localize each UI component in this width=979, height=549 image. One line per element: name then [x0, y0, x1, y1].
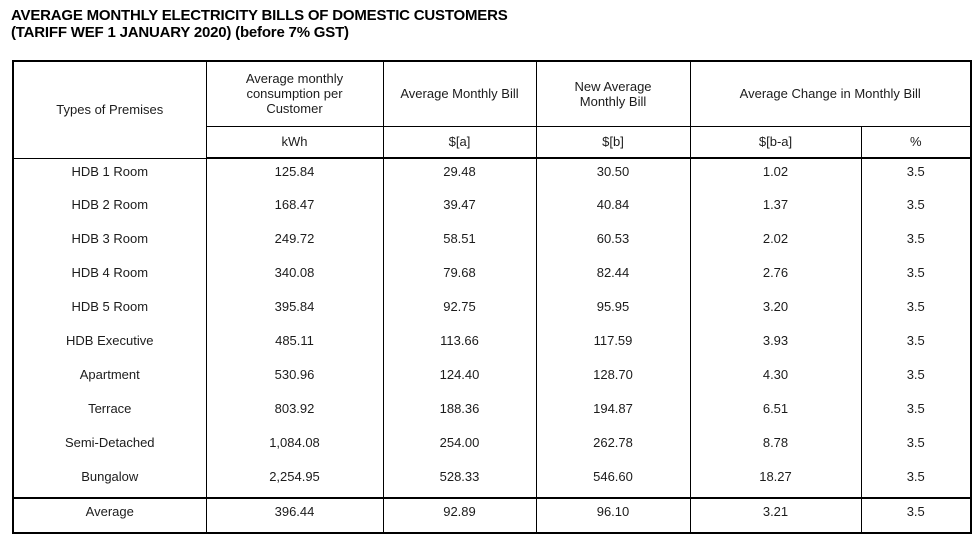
cell-pct: 3.5: [860, 294, 972, 328]
cell-bill-b: 30.50: [535, 158, 691, 192]
cell-kwh: 125.84: [205, 158, 384, 192]
header-row-groups: Types of Premises Average monthly consum…: [12, 61, 972, 159]
cell-pct: 3.5: [860, 430, 972, 464]
cell-change: 3.21: [689, 497, 862, 533]
cell-kwh: 395.84: [205, 294, 384, 328]
cell-premises: Terrace: [12, 396, 207, 430]
unit-dollar-b-minus-a: $[b-a]: [689, 126, 862, 159]
col-header-consumption: Average monthly consumption per Customer: [205, 61, 384, 127]
cell-change: 3.20: [689, 294, 862, 328]
unit-percent: %: [860, 126, 972, 159]
table-row: HDB Executive 485.11 113.66 117.59 3.93 …: [12, 328, 972, 362]
cell-change: 4.30: [689, 362, 862, 396]
cell-pct: 3.5: [860, 158, 972, 192]
cell-bill-a: 29.48: [382, 158, 537, 192]
cell-bill-b: 60.53: [535, 226, 691, 260]
cell-pct: 3.5: [860, 497, 972, 533]
table-row: Terrace 803.92 188.36 194.87 6.51 3.5: [12, 396, 972, 430]
cell-premises: HDB 4 Room: [12, 260, 207, 294]
cell-bill-a: 39.47: [382, 192, 537, 226]
cell-pct: 3.5: [860, 464, 972, 498]
cell-bill-a: 528.33: [382, 464, 537, 498]
col-header-avg-bill: Average Monthly Bill: [382, 61, 537, 127]
cell-change: 2.02: [689, 226, 862, 260]
table-row: Apartment 530.96 124.40 128.70 4.30 3.5: [12, 362, 972, 396]
cell-premises: Bungalow: [12, 464, 207, 498]
cell-premises: HDB 2 Room: [12, 192, 207, 226]
cell-bill-a: 92.75: [382, 294, 537, 328]
cell-bill-b: 117.59: [535, 328, 691, 362]
cell-premises: Average: [12, 497, 207, 533]
cell-change: 1.37: [689, 192, 862, 226]
cell-kwh: 2,254.95: [205, 464, 384, 498]
table-row: HDB 2 Room 168.47 39.47 40.84 1.37 3.5: [12, 192, 972, 226]
cell-bill-b: 546.60: [535, 464, 691, 498]
cell-change: 18.27: [689, 464, 862, 498]
page-title: AVERAGE MONTHLY ELECTRICITY BILLS OF DOM…: [11, 7, 508, 41]
cell-premises: HDB Executive: [12, 328, 207, 362]
cell-kwh: 485.11: [205, 328, 384, 362]
cell-bill-a: 113.66: [382, 328, 537, 362]
cell-pct: 3.5: [860, 226, 972, 260]
cell-kwh: 530.96: [205, 362, 384, 396]
cell-change: 3.93: [689, 328, 862, 362]
cell-pct: 3.5: [860, 328, 972, 362]
cell-kwh: 249.72: [205, 226, 384, 260]
table-row: HDB 3 Room 249.72 58.51 60.53 2.02 3.5: [12, 226, 972, 260]
table-header: Types of Premises Average monthly consum…: [12, 61, 972, 159]
cell-bill-a: 124.40: [382, 362, 537, 396]
cell-bill-a: 79.68: [382, 260, 537, 294]
header-row-units: kWh $[a] $[b] $[b-a] %: [13, 126, 972, 159]
table-row: Semi-Detached 1,084.08 254.00 262.78 8.7…: [12, 430, 972, 464]
cell-pct: 3.5: [860, 260, 972, 294]
col-header-premises: Types of Premises: [12, 61, 207, 159]
cell-bill-b: 194.87: [535, 396, 691, 430]
cell-change: 2.76: [689, 260, 862, 294]
table-row: Bungalow 2,254.95 528.33 546.60 18.27 3.…: [12, 464, 972, 498]
cell-change: 1.02: [689, 158, 862, 192]
cell-bill-b: 262.78: [535, 430, 691, 464]
cell-bill-a: 58.51: [382, 226, 537, 260]
cell-bill-a: 92.89: [382, 497, 537, 533]
cell-pct: 3.5: [860, 396, 972, 430]
cell-premises: HDB 1 Room: [12, 158, 207, 192]
page-title-line2: (TARIFF WEF 1 JANUARY 2020) (before 7% G…: [11, 24, 349, 41]
cell-bill-a: 254.00: [382, 430, 537, 464]
cell-bill-b: 96.10: [535, 497, 691, 533]
cell-kwh: 168.47: [205, 192, 384, 226]
cell-bill-b: 95.95: [535, 294, 691, 328]
col-header-new-avg-bill: New Average Monthly Bill: [535, 61, 691, 127]
unit-dollar-b: $[b]: [535, 126, 691, 159]
cell-bill-b: 40.84: [535, 192, 691, 226]
table-body: HDB 1 Room 125.84 29.48 30.50 1.02 3.5 H…: [12, 158, 972, 533]
cell-kwh: 803.92: [205, 396, 384, 430]
cell-pct: 3.5: [860, 192, 972, 226]
cell-premises: Apartment: [12, 362, 207, 396]
table-row: HDB 4 Room 340.08 79.68 82.44 2.76 3.5: [12, 260, 972, 294]
cell-premises: HDB 5 Room: [12, 294, 207, 328]
cell-pct: 3.5: [860, 362, 972, 396]
table-row: HDB 5 Room 395.84 92.75 95.95 3.20 3.5: [12, 294, 972, 328]
cell-bill-b: 128.70: [535, 362, 691, 396]
table-row: HDB 1 Room 125.84 29.48 30.50 1.02 3.5: [12, 158, 972, 192]
cell-premises: Semi-Detached: [12, 430, 207, 464]
average-row: Average 396.44 92.89 96.10 3.21 3.5: [12, 497, 972, 533]
cell-kwh: 396.44: [205, 497, 384, 533]
col-header-consumption-label: Average monthly consumption per Customer: [245, 71, 344, 117]
col-header-new-avg-bill-label: New Average Monthly Bill: [574, 78, 652, 109]
cell-change: 8.78: [689, 430, 862, 464]
cell-change: 6.51: [689, 396, 862, 430]
unit-dollar-a: $[a]: [382, 126, 537, 159]
cell-bill-a: 188.36: [382, 396, 537, 430]
cell-premises: HDB 3 Room: [12, 226, 207, 260]
unit-kwh: kWh: [205, 126, 384, 159]
electricity-bills-table: Types of Premises Average monthly consum…: [12, 60, 972, 534]
col-header-avg-change: Average Change in Monthly Bill: [689, 61, 972, 127]
cell-kwh: 1,084.08: [205, 430, 384, 464]
page-title-line1: AVERAGE MONTHLY ELECTRICITY BILLS OF DOM…: [11, 7, 508, 24]
cell-kwh: 340.08: [205, 260, 384, 294]
cell-bill-b: 82.44: [535, 260, 691, 294]
